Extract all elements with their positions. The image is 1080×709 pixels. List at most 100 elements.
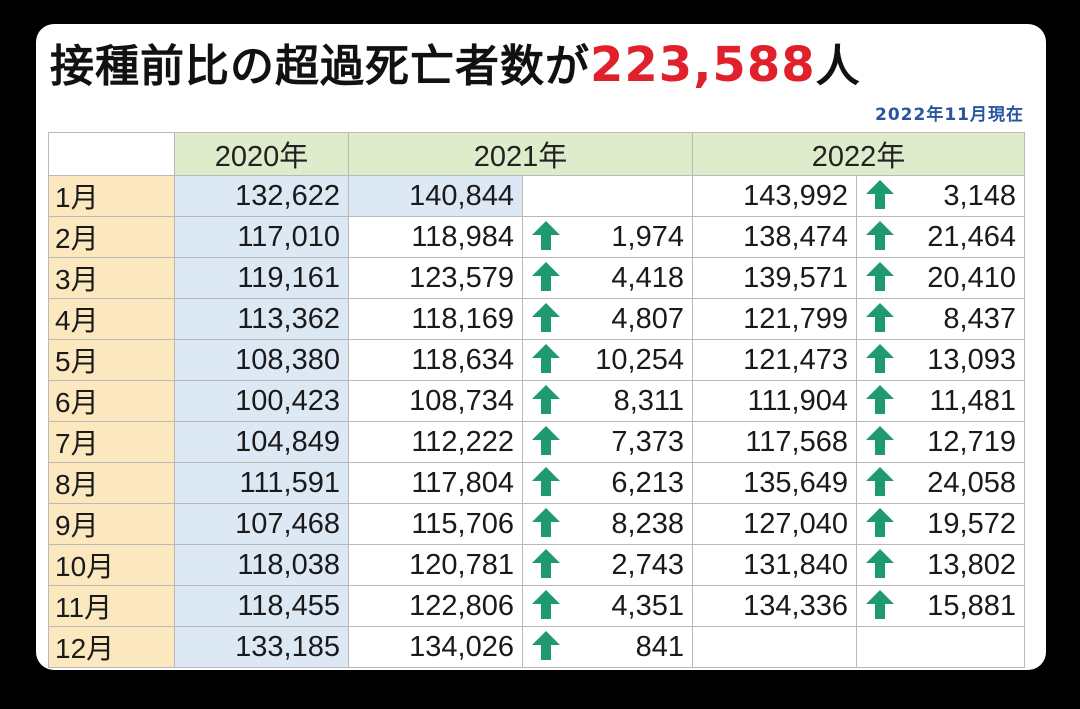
diff-2021: 4,418 <box>522 257 693 299</box>
month-label: 6月 <box>48 380 175 422</box>
cell-2020-value: 132,622 <box>235 179 340 212</box>
cell-2021: 120,781 <box>348 544 523 586</box>
cell-2021: 112,222 <box>348 421 523 463</box>
cell-2020-value: 111,591 <box>239 466 340 499</box>
cell-2021-value: 118,634 <box>411 343 514 376</box>
diff-2022-value: 11,481 <box>929 384 1016 417</box>
diff-2021-value: 4,418 <box>611 261 684 294</box>
cell-2022: 121,799 <box>692 298 857 340</box>
cell-2021-value: 108,734 <box>409 384 514 417</box>
cell-2022-value: 139,571 <box>743 261 848 294</box>
cell-2020: 118,455 <box>174 585 349 627</box>
diff-2022: 13,802 <box>856 544 1025 586</box>
cell-2020-value: 107,468 <box>235 507 340 540</box>
cell-2022: 127,040 <box>692 503 857 545</box>
cell-2021-value: 134,026 <box>409 630 514 663</box>
cell-2022: 143,992 <box>692 175 857 217</box>
diff-2021-value: 10,254 <box>595 343 684 376</box>
cell-2022: 139,571 <box>692 257 857 299</box>
cell-2022: 138,474 <box>692 216 857 258</box>
cell-2021: 118,169 <box>348 298 523 340</box>
month-label: 1月 <box>48 175 175 217</box>
cell-2020: 118,038 <box>174 544 349 586</box>
table-row: 1月 132,622 140,844 143,992 3,148 <box>48 175 1025 217</box>
table-row: 3月 119,161 123,579 4,418 139,571 20,410 <box>48 257 1025 299</box>
diff-2021-value: 4,807 <box>611 302 684 335</box>
up-arrow-icon <box>866 467 894 496</box>
month-label: 5月 <box>48 339 175 381</box>
cell-2021: 115,706 <box>348 503 523 545</box>
diff-2022: 8,437 <box>856 298 1025 340</box>
diff-2021: 7,373 <box>522 421 693 463</box>
diff-2021-value: 4,351 <box>611 589 684 622</box>
month-label-value: 8月 <box>55 469 99 500</box>
month-label: 9月 <box>48 503 175 545</box>
month-label: 3月 <box>48 257 175 299</box>
table-row: 2月 117,010 118,984 1,974 138,474 21,464 <box>48 216 1025 258</box>
diff-2022-value: 12,719 <box>927 425 1016 458</box>
cell-2022: 121,473 <box>692 339 857 381</box>
cell-2020-value: 100,423 <box>235 384 340 417</box>
cell-2022-value: 121,473 <box>743 343 848 376</box>
title-suffix: 人 <box>815 41 861 92</box>
table-row: 8月 111,591 117,804 6,213 135,649 24,058 <box>48 462 1025 504</box>
cell-2021: 118,984 <box>348 216 523 258</box>
cell-2022-value: 121,799 <box>743 302 848 335</box>
up-arrow-icon <box>866 590 894 619</box>
header-2021: 2021年 <box>348 132 693 176</box>
month-label: 7月 <box>48 421 175 463</box>
diff-2021: 4,351 <box>522 585 693 627</box>
diff-2021-value: 8,311 <box>613 384 684 417</box>
diff-2022-value: 19,572 <box>927 507 1016 540</box>
diff-2022-value: 13,802 <box>927 548 1016 581</box>
diff-2021: 6,213 <box>522 462 693 504</box>
table-row: 9月 107,468 115,706 8,238 127,040 19,572 <box>48 503 1025 545</box>
cell-2022: 131,840 <box>692 544 857 586</box>
cell-2022-value: 111,904 <box>747 384 848 417</box>
diff-2021 <box>522 175 693 217</box>
cell-2021-value: 123,579 <box>409 261 514 294</box>
cell-2020: 111,591 <box>174 462 349 504</box>
diff-2022: 20,410 <box>856 257 1025 299</box>
diff-2022-value: 24,058 <box>927 466 1016 499</box>
cell-2020: 104,849 <box>174 421 349 463</box>
cell-2020-value: 118,038 <box>237 548 340 581</box>
header-row: 2020年 2021年 2022年 <box>48 132 1025 176</box>
cell-2021-value: 120,781 <box>409 548 514 581</box>
month-label-value: 9月 <box>55 510 99 541</box>
chart-title: 接種前比の超過死亡者数が223,588人 <box>50 30 861 102</box>
diff-2021-value: 841 <box>635 630 684 663</box>
diff-2021: 8,311 <box>522 380 693 422</box>
month-label-value: 11月 <box>55 592 113 623</box>
up-arrow-icon <box>866 549 894 578</box>
up-arrow-icon <box>866 344 894 373</box>
cell-2021: 134,026 <box>348 626 523 668</box>
diff-2021-value: 7,373 <box>611 425 684 458</box>
diff-2021: 2,743 <box>522 544 693 586</box>
diff-2022-value: 13,093 <box>927 343 1016 376</box>
table-row: 7月 104,849 112,222 7,373 117,568 12,719 <box>48 421 1025 463</box>
cell-2020: 108,380 <box>174 339 349 381</box>
diff-2022-value: 3,148 <box>943 179 1016 212</box>
cell-2021-value: 117,804 <box>411 466 514 499</box>
cell-2021-value: 122,806 <box>409 589 514 622</box>
diff-2021-value: 8,238 <box>611 507 684 540</box>
diff-2021-value: 2,743 <box>611 548 684 581</box>
cell-2021: 117,804 <box>348 462 523 504</box>
month-label: 8月 <box>48 462 175 504</box>
diff-2022: 11,481 <box>856 380 1025 422</box>
month-label: 4月 <box>48 298 175 340</box>
cell-2021-value: 112,222 <box>411 425 514 458</box>
cell-2020-value: 113,362 <box>237 302 340 335</box>
table-row: 11月 118,455 122,806 4,351 134,336 15,881 <box>48 585 1025 627</box>
up-arrow-icon <box>866 262 894 291</box>
cell-2020-value: 108,380 <box>235 343 340 376</box>
diff-2021: 4,807 <box>522 298 693 340</box>
cell-2022-value: 127,040 <box>743 507 848 540</box>
cell-2022-value: 131,840 <box>743 548 848 581</box>
data-table: 2020年 2021年 2022年 1月 132,622 140,844 143,99… <box>48 132 1025 668</box>
up-arrow-icon <box>532 262 560 291</box>
diff-2022: 3,148 <box>856 175 1025 217</box>
cell-2020-value: 119,161 <box>237 261 340 294</box>
up-arrow-icon <box>532 344 560 373</box>
